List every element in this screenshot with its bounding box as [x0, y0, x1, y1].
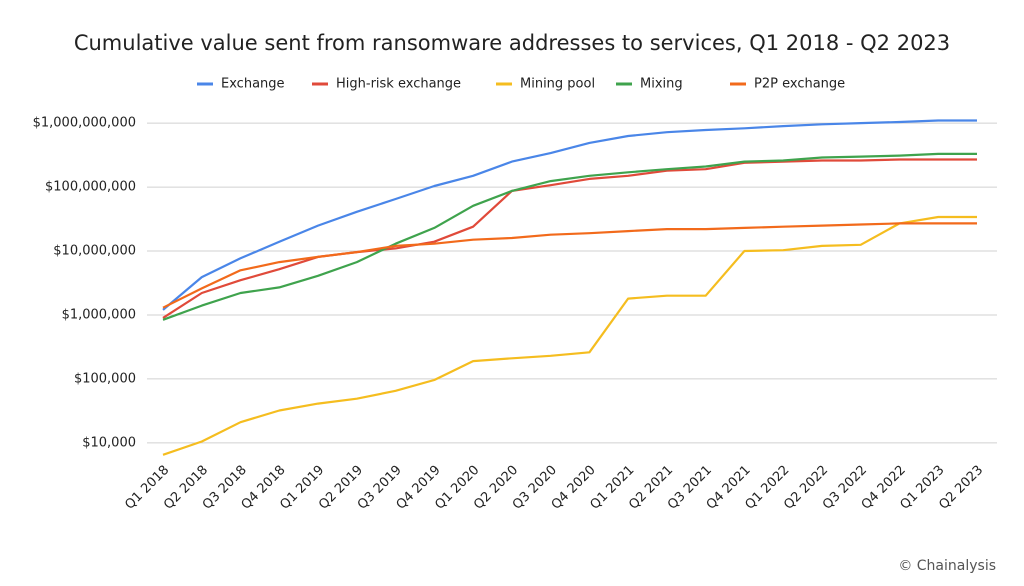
y-tick-label: $10,000,000 — [53, 244, 136, 259]
y-tick-label: $10,000 — [82, 435, 136, 450]
legend-label: P2P exchange — [754, 77, 845, 92]
chart-title: Cumulative value sent from ransomware ad… — [74, 31, 950, 55]
series-line — [162, 119, 977, 311]
y-tick-label: $100,000,000 — [45, 180, 136, 195]
y-tick-label: $1,000,000,000 — [33, 116, 136, 131]
series-line — [162, 158, 977, 319]
series-line — [162, 215, 977, 456]
legend-label: Mining pool — [520, 77, 595, 92]
source: © Chainalysis — [898, 558, 996, 574]
series-line — [162, 152, 977, 321]
legend-label: High-risk exchange — [336, 77, 461, 92]
y-tick-label: $100,000 — [74, 371, 136, 386]
series-line — [162, 222, 977, 309]
legend-label: Exchange — [221, 77, 285, 92]
legend-label: Mixing — [640, 77, 683, 92]
y-tick-label: $1,000,000 — [62, 307, 136, 322]
